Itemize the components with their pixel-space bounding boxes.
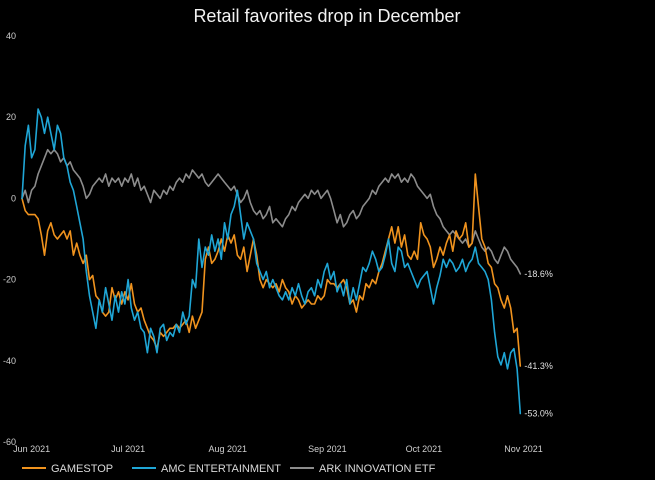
end-label-gamestop: -41.3% xyxy=(524,361,553,371)
end-labels: -41.3% -53.0% -18.6% xyxy=(524,269,553,419)
y-tick-label: -40 xyxy=(3,356,16,366)
legend-label-amc-entertainment: AMC ENTERTAINMENT xyxy=(161,463,281,475)
x-tick-label: Jul 2021 xyxy=(111,444,145,454)
y-tick-label: -20 xyxy=(3,275,16,285)
legend: GAMESTOP AMC ENTERTAINMENT ARK INNOVATION … xyxy=(22,463,436,475)
legend-label-gamestop: GAMESTOP xyxy=(51,463,113,475)
x-axis: Jun 2021 Jul 2021 Aug 2021 Sep 2021 Oct 2021… xyxy=(13,444,543,454)
end-label-ark-innovation-etf: -18.6% xyxy=(524,269,553,279)
y-tick-label: 20 xyxy=(6,112,16,122)
x-tick-label: Aug 2021 xyxy=(208,444,247,454)
x-tick-label: Oct 2021 xyxy=(406,444,443,454)
y-tick-label: 40 xyxy=(6,31,16,41)
series-line-gamestop xyxy=(21,173,522,367)
y-tick-label: -60 xyxy=(3,437,16,447)
y-axis: 40 20 0 -20 -40 -60 xyxy=(3,31,16,447)
x-tick-label: Nov 2021 xyxy=(504,444,543,454)
chart-title: Retail favorites drop in December xyxy=(193,6,460,26)
series-line-amc-entertainment xyxy=(21,108,522,415)
x-tick-label: Sep 2021 xyxy=(308,444,347,454)
x-tick-label: Jun 2021 xyxy=(13,444,50,454)
end-label-amc-entertainment: -53.0% xyxy=(524,409,553,419)
plot-area xyxy=(21,108,522,415)
y-tick-label: 0 xyxy=(11,193,16,203)
legend-label-ark-innovation-etf: ARK INNOVATION ETF xyxy=(319,463,436,475)
series-line-ark-innovation-etf xyxy=(21,148,522,275)
